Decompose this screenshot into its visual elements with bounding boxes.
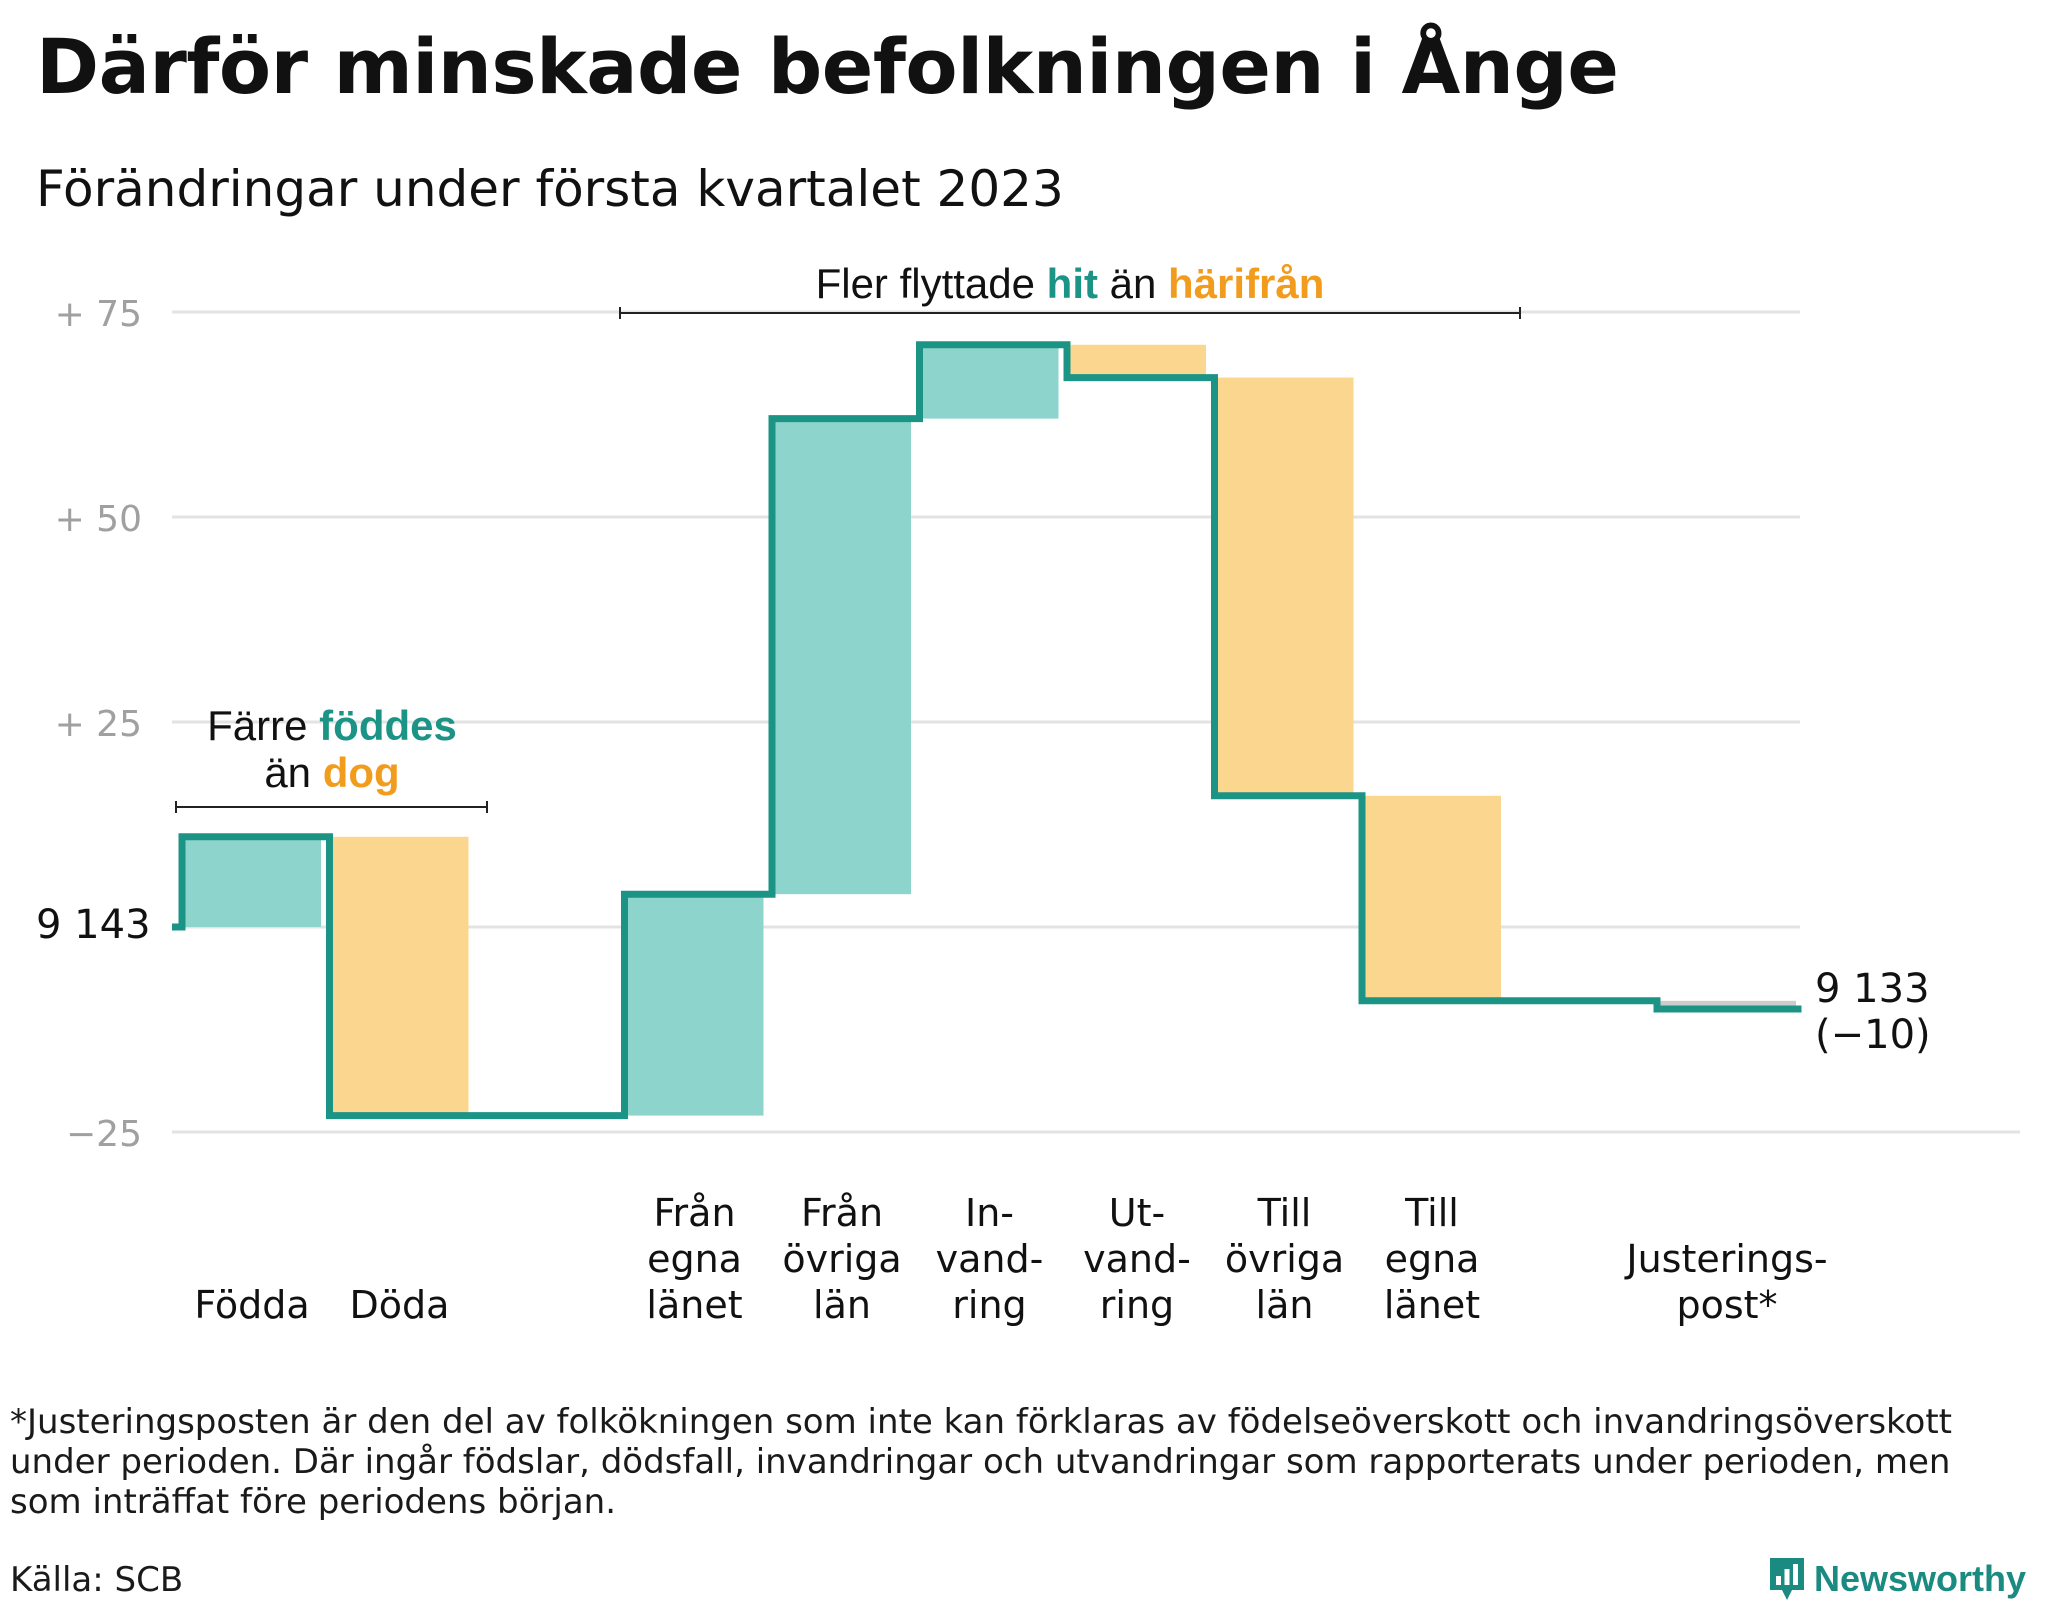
footnote: *Justeringsposten är den del av folkökni… xyxy=(10,1402,2040,1522)
waterfall-bar xyxy=(769,418,911,895)
category-label: In- xyxy=(965,1191,1014,1235)
newsworthy-logo-icon xyxy=(1770,1558,1804,1600)
category-label: Födda xyxy=(194,1283,309,1327)
brand-name: Newsworthy xyxy=(1814,1558,2027,1599)
annotation-text: Fler flyttade xyxy=(816,260,1047,307)
end-change-label: (−10) xyxy=(1815,1012,1931,1058)
annotation-highlight-orange: dog xyxy=(323,749,400,796)
category-label: länet xyxy=(1384,1283,1480,1327)
category-label: egna xyxy=(1385,1237,1480,1281)
waterfall-bar xyxy=(916,344,1059,419)
running-total-line xyxy=(172,341,1802,1120)
category-label: övriga xyxy=(1225,1237,1344,1281)
births-deaths-annotation-line1: Färre föddes xyxy=(207,702,457,749)
footnote-line: under perioden. Där ingår födslar, dödsf… xyxy=(10,1442,1951,1482)
category-label: ring xyxy=(952,1283,1026,1327)
waterfall-bar xyxy=(1064,344,1206,378)
waterfall-bar xyxy=(179,836,321,927)
category-label: länet xyxy=(646,1283,742,1327)
category-label: vand- xyxy=(1083,1237,1191,1281)
migration-annotation-text: Fler flyttade hit än härifrån xyxy=(816,260,1325,307)
chart-subtitle: Förändringar under första kvartalet 2023 xyxy=(36,160,1064,218)
waterfall-bar xyxy=(1359,795,1501,1001)
migration-annotation: Fler flyttade hit än härifrån xyxy=(619,260,1521,319)
category-label: län xyxy=(1256,1283,1314,1327)
annotation-text: än xyxy=(264,749,322,796)
category-label: Döda xyxy=(350,1283,450,1327)
category-label: övriga xyxy=(782,1237,901,1281)
chart-title: Därför minskade befolkningen i Ånge xyxy=(36,22,1619,111)
brand-logo: Newsworthy xyxy=(1768,1555,2026,1603)
category-label: Från xyxy=(801,1191,883,1235)
y-tick-label: −25 xyxy=(66,1114,142,1155)
y-tick-label: + 25 xyxy=(55,704,142,745)
category-label: egna xyxy=(647,1237,742,1281)
category-label: län xyxy=(813,1283,871,1327)
bars xyxy=(179,344,1796,1116)
waterfall-bar xyxy=(326,836,469,1116)
annotation-highlight-orange: härifrån xyxy=(1168,260,1324,307)
births-deaths-annotation-line2: än dog xyxy=(264,749,399,796)
category-label: Justerings- xyxy=(1624,1237,1827,1281)
waterfall-bar xyxy=(621,894,764,1116)
y-axis-ticks: + 75 + 50 + 25 −25 xyxy=(55,294,142,1155)
baseline-value-label: 9 143 xyxy=(36,902,151,948)
end-value-label: 9 133 xyxy=(1815,966,1930,1012)
category-label: Ut- xyxy=(1109,1191,1165,1235)
y-tick-label: + 75 xyxy=(55,294,142,335)
category-label: post* xyxy=(1676,1283,1777,1327)
births-deaths-annotation: Färre föddes än dog xyxy=(175,702,488,813)
waterfall-bar xyxy=(1654,1000,1796,1009)
category-label: Till xyxy=(1404,1191,1459,1235)
category-label: vand- xyxy=(936,1237,1044,1281)
footnote-line: som inträffat före periodens början. xyxy=(10,1482,617,1522)
waterfall-chart: + 75+ 50+ 25−25 Födda DödaFrånegnalänetFr… xyxy=(36,260,2020,1327)
source-label: Källa: SCB xyxy=(10,1560,184,1600)
waterfall-bar xyxy=(1211,377,1354,796)
category-labels: Födda DödaFrånegnalänetFrånövrigalänIn-va… xyxy=(194,1191,1827,1327)
category-label: Från xyxy=(653,1191,735,1235)
annotation-text: Färre xyxy=(207,702,319,749)
y-tick-label: + 50 xyxy=(55,499,142,540)
annotation-highlight-teal: föddes xyxy=(319,702,457,749)
annotation-highlight-teal: hit xyxy=(1047,260,1098,307)
footnote-line: *Justeringsposten är den del av folkökni… xyxy=(10,1402,1953,1442)
category-label: Till xyxy=(1257,1191,1312,1235)
category-label: ring xyxy=(1100,1283,1174,1327)
annotation-text: än xyxy=(1098,260,1168,307)
